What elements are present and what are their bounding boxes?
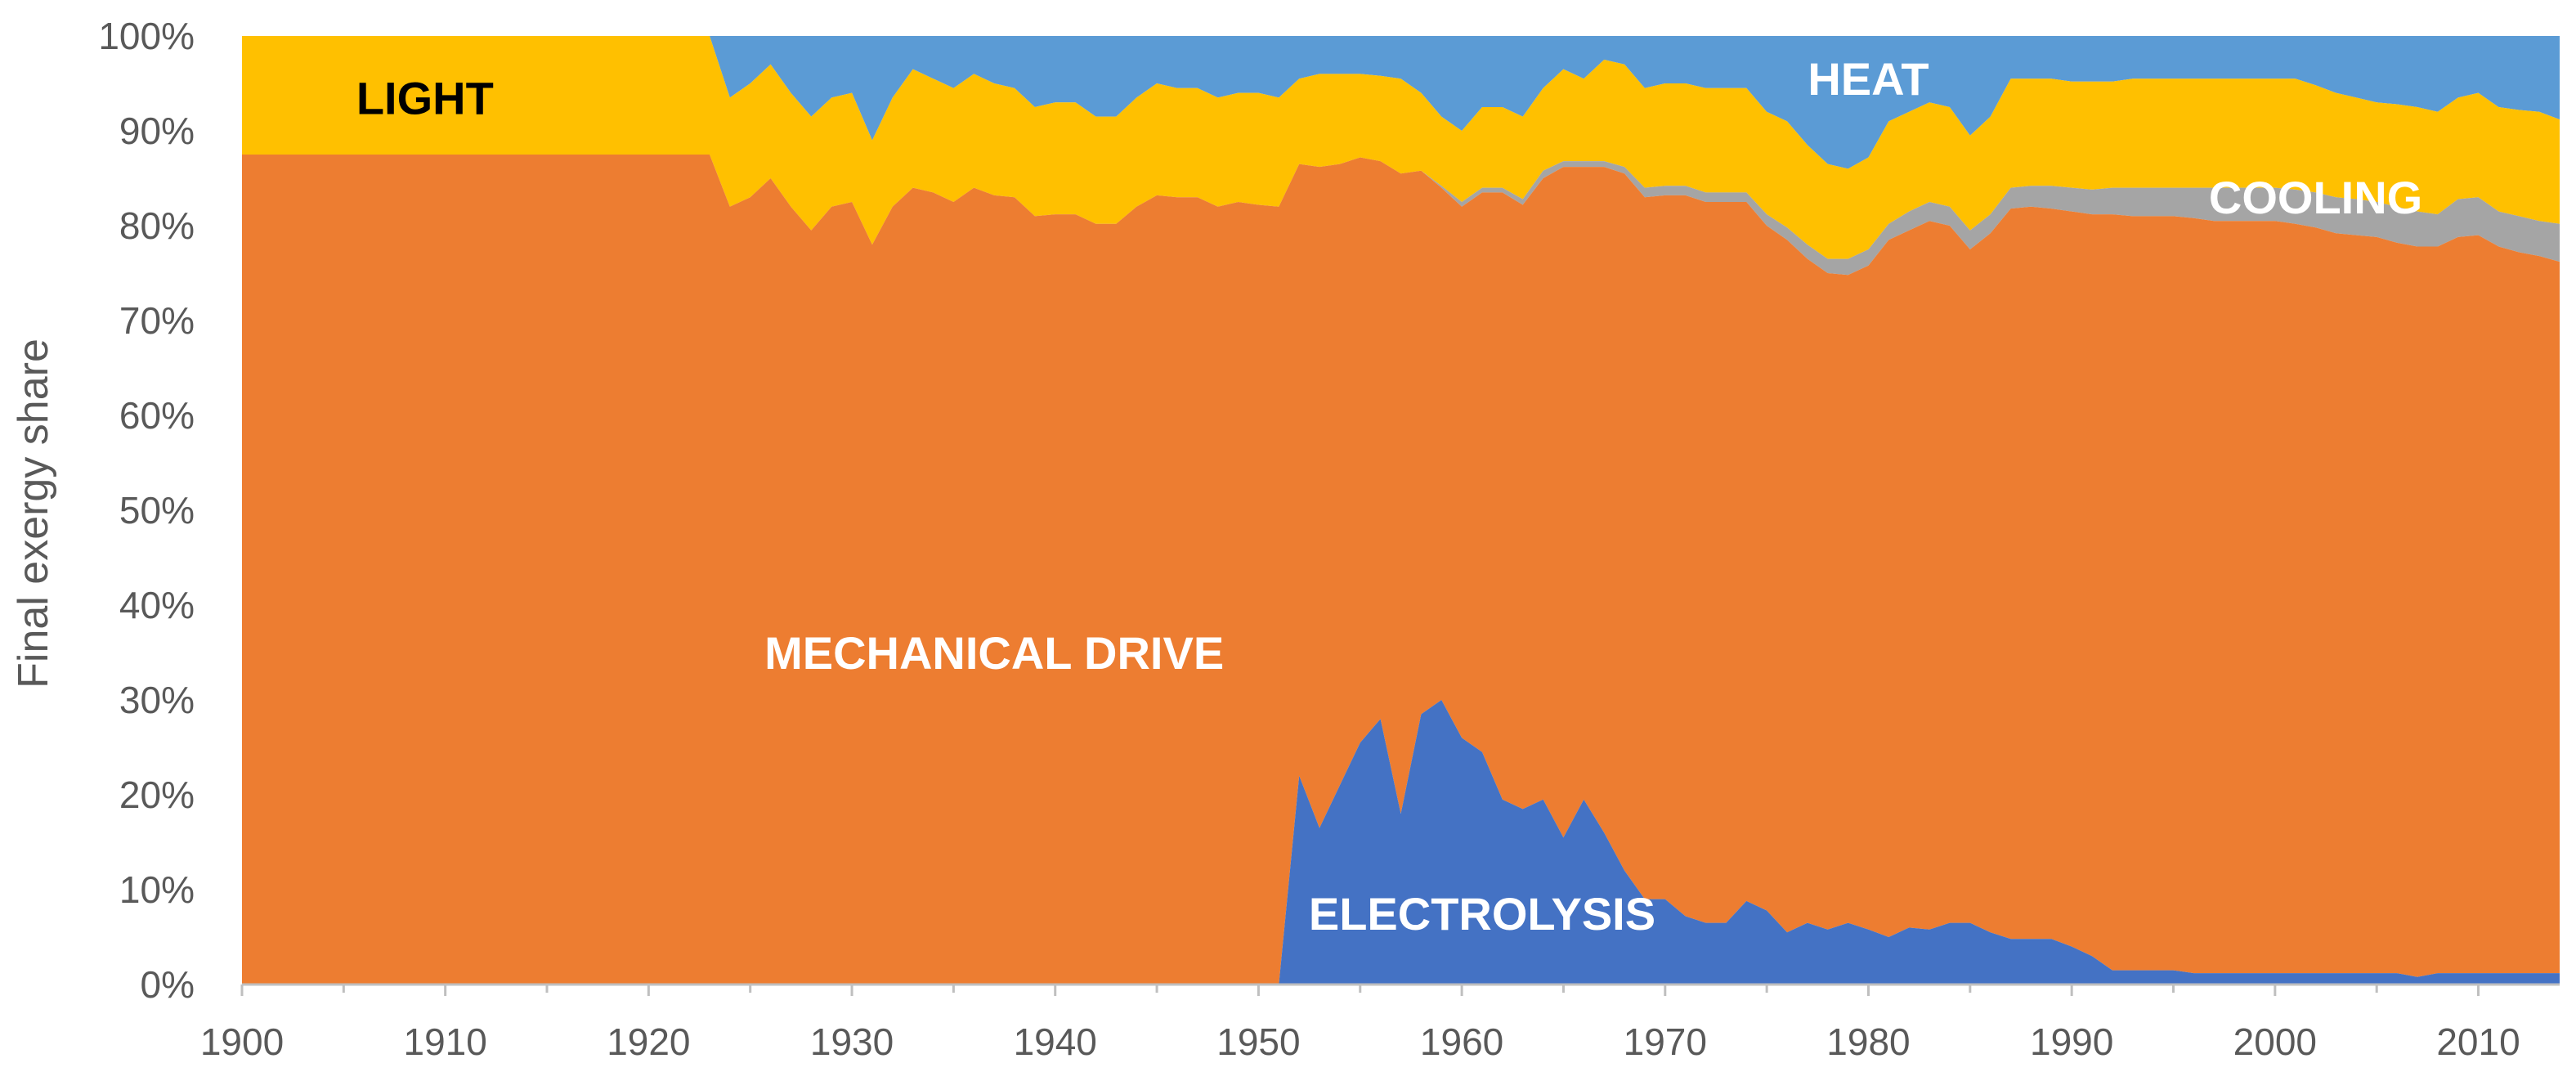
y-tick-label: 10% <box>119 868 195 911</box>
x-tick-label: 1910 <box>404 1020 487 1063</box>
x-tick-label: 1970 <box>1624 1020 1707 1063</box>
x-tick-label: 1950 <box>1216 1020 1300 1063</box>
y-tick-label: 90% <box>119 110 195 152</box>
y-tick-label: 20% <box>119 774 195 816</box>
x-tick-label: 2000 <box>2233 1020 2317 1063</box>
x-tick-label: 1940 <box>1014 1020 1097 1063</box>
label-cooling: COOLING <box>2209 172 2422 223</box>
x-tick-label: 1990 <box>2030 1020 2113 1063</box>
y-tick-label: 60% <box>119 394 195 437</box>
x-tick-label: 1980 <box>1826 1020 1910 1063</box>
x-tick-label: 1960 <box>1420 1020 1503 1063</box>
area-mechanical-drive <box>242 155 2560 985</box>
label-mechanical-drive: MECHANICAL DRIVE <box>764 627 1224 679</box>
area-light <box>242 36 2560 259</box>
y-tick-label: 40% <box>119 584 195 626</box>
x-tick-label: 1930 <box>810 1020 894 1063</box>
label-electrolysis: ELECTROLYSIS <box>1309 888 1655 940</box>
x-tick-label: 1920 <box>607 1020 690 1063</box>
y-tick-label: 30% <box>119 679 195 721</box>
y-tick-label: 80% <box>119 204 195 247</box>
y-tick-label: 100% <box>98 15 195 57</box>
area-heat <box>242 36 2560 169</box>
label-light: LIGHT <box>356 72 494 123</box>
y-tick-label: 50% <box>119 489 195 532</box>
y-tick-label: 70% <box>119 299 195 342</box>
area-electrolysis <box>242 700 2560 985</box>
y-axis-title: Final exergy share <box>10 339 57 689</box>
label-heat: HEAT <box>1808 53 1929 105</box>
x-tick-label: 2010 <box>2436 1020 2520 1063</box>
y-tick-label: 0% <box>141 963 195 1006</box>
x-tick-label: 1900 <box>200 1020 284 1063</box>
